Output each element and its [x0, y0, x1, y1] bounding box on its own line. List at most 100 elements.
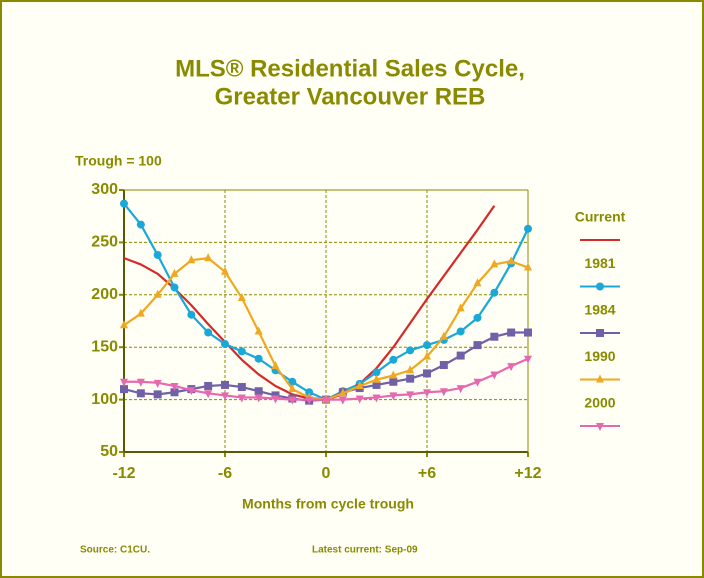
legend-label: 1984 — [584, 302, 615, 318]
point — [136, 378, 145, 387]
point — [406, 374, 415, 383]
point — [254, 326, 263, 335]
point — [596, 282, 604, 291]
point — [153, 379, 162, 388]
point — [170, 388, 179, 397]
point — [136, 389, 145, 398]
point — [338, 396, 347, 405]
source-note: Source: C1CU. — [80, 545, 150, 556]
legend-label: 1990 — [584, 348, 615, 364]
point — [439, 331, 448, 340]
point — [473, 378, 482, 387]
point — [204, 390, 213, 399]
point — [187, 255, 196, 264]
point — [221, 392, 229, 401]
x-axis-label: Months from cycle trough — [242, 496, 414, 512]
point — [237, 383, 246, 392]
point — [406, 391, 415, 400]
point — [507, 256, 516, 265]
point — [596, 329, 604, 337]
point — [524, 262, 532, 271]
point — [271, 395, 280, 404]
point — [507, 328, 516, 337]
point — [187, 310, 196, 319]
point — [473, 278, 482, 287]
point — [322, 396, 330, 405]
point — [204, 381, 213, 390]
point — [237, 347, 246, 356]
point — [120, 199, 128, 208]
point — [254, 354, 263, 363]
point — [355, 395, 364, 404]
x-tick-label: 0 — [322, 465, 331, 482]
point — [389, 355, 398, 364]
y-tick-label: 100 — [91, 391, 118, 408]
point — [288, 377, 297, 386]
point — [439, 361, 448, 370]
point — [423, 389, 431, 398]
point — [423, 351, 431, 360]
point — [305, 396, 314, 405]
point — [355, 380, 364, 389]
legend-label: 1981 — [584, 255, 615, 271]
point — [221, 266, 229, 275]
point — [372, 368, 381, 377]
point — [596, 374, 604, 383]
point — [423, 341, 431, 350]
point — [456, 327, 465, 336]
point — [170, 382, 179, 391]
point — [153, 289, 162, 298]
point — [456, 385, 465, 394]
point — [439, 388, 448, 397]
point — [204, 253, 213, 262]
point — [237, 292, 246, 301]
point — [456, 303, 465, 312]
point — [372, 380, 381, 389]
point — [153, 390, 162, 399]
x-tick-label: +6 — [418, 465, 436, 482]
point — [406, 365, 415, 374]
y-tick-label: 50 — [100, 443, 118, 460]
point — [187, 387, 196, 396]
point — [170, 283, 179, 292]
point — [524, 224, 532, 233]
point — [288, 396, 297, 405]
point — [221, 340, 229, 349]
chart-title: MLS® Residential Sales Cycle, — [175, 55, 525, 82]
point — [596, 423, 604, 431]
point — [204, 328, 213, 337]
point — [221, 380, 229, 389]
point — [288, 384, 297, 393]
latest-note: Latest current: Sep-09 — [312, 545, 418, 556]
chart-title: Greater Vancouver REB — [215, 83, 486, 110]
y-axis-label: Trough = 100 — [75, 153, 162, 169]
point — [120, 378, 128, 387]
point — [456, 351, 465, 360]
point — [507, 363, 516, 372]
point — [490, 259, 499, 268]
y-tick-label: 200 — [91, 286, 118, 303]
point — [389, 377, 398, 386]
point — [153, 250, 162, 259]
point — [338, 388, 347, 397]
point — [136, 220, 145, 229]
y-tick-label: 300 — [91, 181, 118, 198]
point — [490, 332, 499, 341]
point — [490, 371, 499, 380]
point — [524, 355, 532, 364]
x-tick-label: +12 — [514, 465, 541, 482]
y-tick-label: 250 — [91, 234, 118, 251]
point — [389, 392, 398, 401]
y-tick-label: 150 — [91, 338, 118, 355]
point — [237, 394, 246, 403]
point — [120, 385, 128, 394]
x-tick-label: -12 — [112, 465, 135, 482]
point — [490, 288, 499, 297]
point — [473, 341, 482, 350]
point — [372, 394, 381, 403]
point — [372, 374, 381, 383]
legend-label: 2000 — [584, 395, 615, 411]
point — [305, 388, 314, 397]
